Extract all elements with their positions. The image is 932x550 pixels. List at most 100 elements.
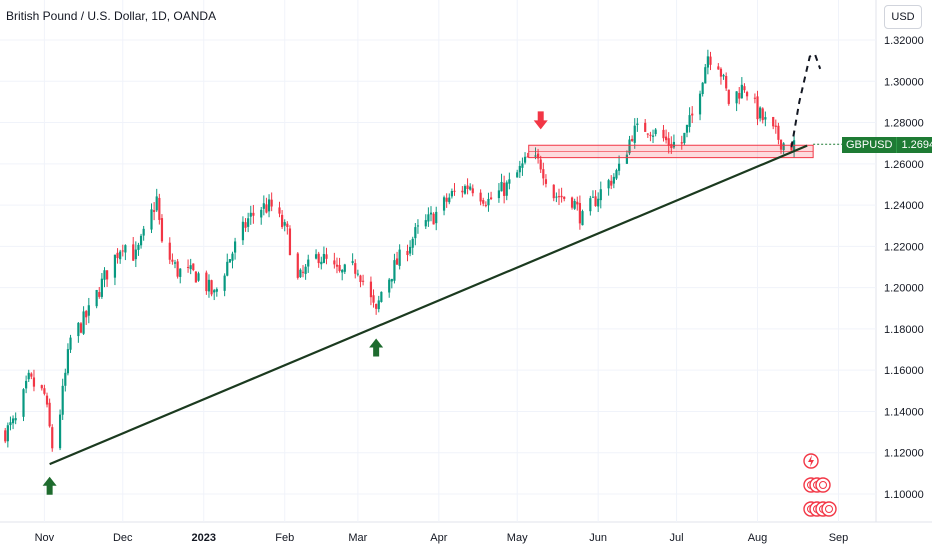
candle-body xyxy=(233,241,237,253)
candle-body xyxy=(536,153,540,159)
candle-body xyxy=(560,195,563,198)
candle-body xyxy=(445,197,448,202)
candle-body xyxy=(134,249,137,260)
candle-body xyxy=(706,56,709,68)
candle-body xyxy=(82,311,85,334)
last-price-tag: GBPUSD 1.26946 xyxy=(842,137,932,153)
candle-body xyxy=(69,337,72,350)
candle-body xyxy=(98,292,101,297)
candle-body xyxy=(121,250,124,252)
candle-body xyxy=(570,197,574,208)
candle-body xyxy=(189,265,192,270)
candle-body xyxy=(594,196,597,207)
candle-body xyxy=(85,311,88,318)
price-tag-symbol: GBPUSD xyxy=(842,137,897,153)
candle-body xyxy=(77,322,80,337)
candle-body xyxy=(463,186,467,194)
candle-body xyxy=(283,222,286,226)
event-icon[interactable] xyxy=(821,501,837,517)
candle-body xyxy=(479,192,482,202)
candles xyxy=(4,49,796,452)
x-tick-label: Dec xyxy=(113,532,133,544)
candle-body xyxy=(359,275,362,283)
candle-body xyxy=(40,385,43,389)
candle-body xyxy=(228,259,231,263)
candle-body xyxy=(361,280,365,282)
candle-body xyxy=(372,295,375,303)
candle-body xyxy=(262,203,265,209)
candle-body xyxy=(395,258,399,265)
x-tick-label: Sep xyxy=(829,532,849,544)
candle-body xyxy=(704,67,707,84)
candle-body xyxy=(654,129,657,135)
candle-body xyxy=(539,159,542,170)
event-icon[interactable] xyxy=(815,477,831,493)
down-arrow xyxy=(533,111,548,130)
candle-body xyxy=(469,186,472,190)
candle-body xyxy=(631,138,634,141)
candle-body xyxy=(142,228,145,236)
up-arrow xyxy=(42,476,57,495)
candle-body xyxy=(646,133,649,135)
candle-body xyxy=(442,197,446,211)
candle-body xyxy=(644,122,647,132)
x-tick-label: May xyxy=(507,532,528,544)
candle-body xyxy=(409,246,412,254)
candle-body xyxy=(278,207,281,214)
candle-body xyxy=(555,196,558,198)
candle-body xyxy=(32,377,36,387)
candle-body xyxy=(390,278,393,282)
candle-body xyxy=(100,278,103,297)
x-tick-label: Feb xyxy=(275,532,294,544)
candle-body xyxy=(612,176,615,184)
candle-body xyxy=(375,304,378,309)
candle-body xyxy=(738,92,741,99)
candle-body xyxy=(508,179,511,184)
candle-body xyxy=(168,242,171,260)
candle-body xyxy=(176,261,179,277)
candle-body xyxy=(215,289,218,292)
candle-body xyxy=(320,261,323,265)
candle-body xyxy=(599,189,602,201)
candle-body xyxy=(576,201,579,205)
price-tag-value: 1.26946 xyxy=(896,137,932,153)
candle-body xyxy=(625,154,629,164)
candle-body xyxy=(207,279,211,292)
candle-body xyxy=(241,221,245,241)
candle-body xyxy=(210,280,213,295)
candle-body xyxy=(369,281,373,298)
candle-body xyxy=(30,373,33,377)
candle-body xyxy=(87,305,90,316)
candle-body xyxy=(518,165,521,173)
flash-event-icon[interactable] xyxy=(803,453,819,469)
candle-body xyxy=(260,209,263,218)
candle-body xyxy=(317,253,320,264)
candle-body xyxy=(461,190,464,193)
candle-body xyxy=(617,163,621,171)
candle-body xyxy=(685,124,689,133)
candle-body xyxy=(589,198,592,212)
candle-body xyxy=(450,190,453,197)
candle-body xyxy=(578,203,581,224)
event-icon-ring xyxy=(821,501,837,517)
candle-body xyxy=(11,418,15,424)
y-tick-label: 1.32000 xyxy=(884,35,924,47)
economic-events[interactable] xyxy=(803,453,837,517)
candle-body xyxy=(406,250,409,256)
x-tick-label: Nov xyxy=(35,532,55,544)
candle-body xyxy=(670,143,673,149)
flash-icon xyxy=(808,455,814,467)
event-icon-core xyxy=(819,481,827,489)
candle-body xyxy=(173,262,177,264)
candle-body xyxy=(325,254,328,259)
candle-body xyxy=(756,96,759,120)
candle-body xyxy=(322,253,326,263)
x-tick-label: Aug xyxy=(748,532,768,544)
candle-body xyxy=(448,197,451,203)
chart-title: British Pound / U.S. Dollar, 1D, OANDA xyxy=(6,9,217,23)
candle-body xyxy=(66,349,70,374)
candle-body xyxy=(484,204,487,206)
currency-button[interactable]: USD xyxy=(884,5,922,29)
projection-path xyxy=(790,53,822,148)
